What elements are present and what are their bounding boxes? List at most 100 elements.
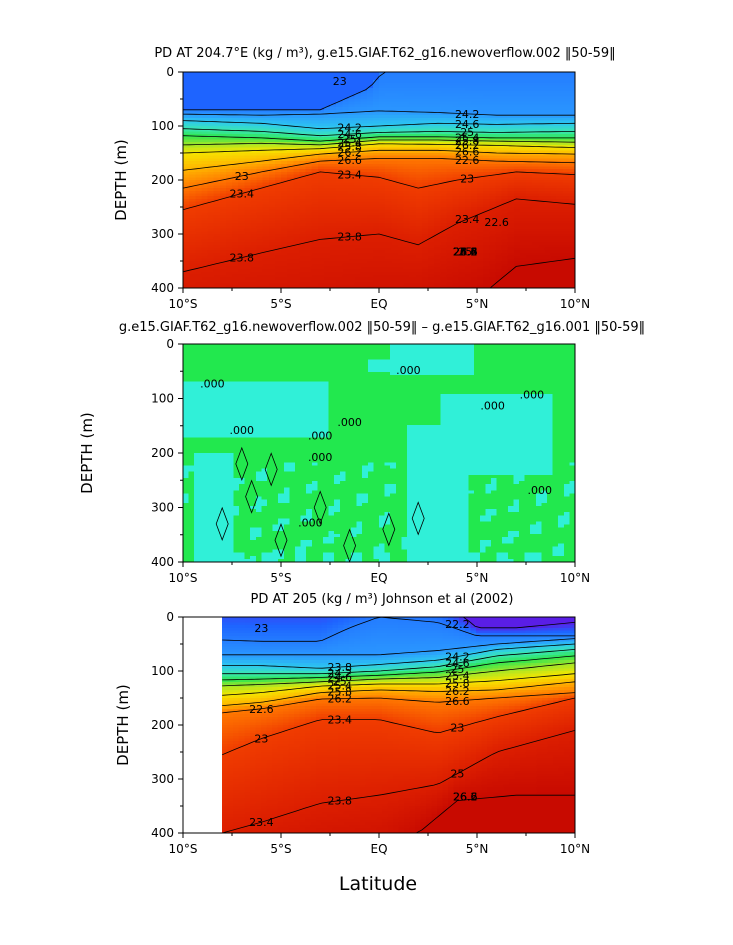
- heatmap-cell: [299, 169, 307, 173]
- heatmap-cell: [219, 166, 227, 170]
- heatmap-cell: [274, 163, 282, 168]
- heatmap-cell: [544, 180, 552, 184]
- heatmap-cell: [274, 115, 282, 119]
- heatmap-cell: [397, 255, 405, 259]
- heatmap-cell: [409, 153, 417, 157]
- heatmap-cell: [513, 217, 521, 222]
- heatmap-cell: [550, 163, 558, 168]
- heatmap-cell: [452, 282, 460, 286]
- heatmap-cell: [232, 217, 239, 222]
- heatmap-cell: [483, 115, 490, 119]
- heatmap-cell: [477, 196, 484, 200]
- heatmap-cell: [317, 85, 325, 89]
- heatmap-cell: [268, 261, 276, 265]
- heatmap-cell: [428, 112, 435, 116]
- heatmap-cell: [385, 117, 392, 122]
- heatmap-cell: [440, 166, 447, 170]
- heatmap-cell: [483, 236, 490, 240]
- heatmap-cell: [244, 285, 251, 289]
- heatmap-cell: [483, 239, 490, 243]
- heatmap-cell: [415, 90, 423, 95]
- heatmap-cell: [409, 93, 417, 97]
- heatmap-cell: [311, 263, 319, 267]
- heatmap-cell: [201, 139, 209, 143]
- heatmap-cell: [415, 236, 423, 240]
- heatmap-cell: [256, 258, 264, 262]
- heatmap-cell: [526, 112, 533, 116]
- heatmap-cell: [299, 244, 307, 249]
- heatmap-cell: [513, 209, 521, 213]
- heatmap-cell: [409, 131, 417, 135]
- heatmap-cell: [213, 242, 221, 246]
- heatmap-cell: [470, 115, 478, 119]
- heatmap-cell: [409, 234, 417, 238]
- heatmap-cell: [225, 126, 233, 130]
- heatmap-cell: [213, 185, 221, 189]
- heatmap-cell: [207, 169, 215, 173]
- heatmap-cell: [348, 242, 356, 246]
- heatmap-cell: [250, 180, 258, 184]
- heatmap-cell: [195, 158, 202, 162]
- heatmap-cell: [232, 166, 239, 170]
- heatmap-cell: [256, 128, 264, 132]
- heatmap-cell: [256, 85, 264, 89]
- heatmap-cell: [244, 139, 251, 143]
- heatmap-cell: [434, 136, 441, 141]
- heatmap-cell: [183, 107, 190, 111]
- heatmap-cell: [409, 193, 417, 197]
- heatmap-cell: [287, 182, 294, 186]
- heatmap-cell: [256, 139, 264, 143]
- heatmap-cell: [323, 182, 331, 186]
- heatmap-cell: [538, 150, 545, 154]
- heatmap-cell: [183, 169, 190, 173]
- heatmap-cell: [538, 185, 545, 189]
- heatmap-cell: [409, 279, 417, 284]
- heatmap-cell: [513, 274, 521, 278]
- heatmap-cell: [244, 234, 251, 238]
- heatmap-cell: [458, 158, 466, 162]
- heatmap-cell: [446, 223, 454, 227]
- heatmap-cell: [532, 136, 539, 141]
- heatmap-cell: [287, 271, 294, 276]
- heatmap-cell: [262, 180, 270, 184]
- heatmap-cell: [538, 250, 545, 254]
- heatmap-cell: [532, 277, 539, 281]
- heatmap-cell: [287, 74, 294, 78]
- heatmap-cell: [562, 117, 570, 122]
- heatmap-cell: [238, 90, 245, 95]
- heatmap-cell: [305, 250, 313, 254]
- heatmap-cell: [225, 263, 233, 267]
- heatmap-cell: [256, 236, 264, 240]
- heatmap-cell: [538, 266, 545, 270]
- heatmap-cell: [507, 101, 515, 105]
- heatmap-cell: [550, 109, 558, 114]
- heatmap-cell: [293, 120, 300, 124]
- heatmap-cell: [550, 198, 558, 203]
- heatmap-cell: [550, 201, 558, 205]
- heatmap-cell: [201, 174, 209, 178]
- heatmap-cell: [323, 85, 331, 89]
- heatmap-cell: [526, 109, 533, 114]
- heatmap-cell: [311, 90, 319, 95]
- heatmap-cell: [311, 261, 319, 265]
- heatmap-cell: [250, 93, 258, 97]
- heatmap-cell: [201, 104, 209, 108]
- heatmap-cell: [452, 279, 460, 284]
- heatmap-cell: [526, 88, 533, 92]
- heatmap-cell: [501, 271, 509, 276]
- heatmap-cell: [421, 204, 429, 208]
- heatmap-cell: [268, 185, 276, 189]
- heatmap-cell: [250, 193, 258, 197]
- heatmap-cell: [311, 236, 319, 240]
- heatmap-cell: [409, 85, 417, 89]
- heatmap-cell: [317, 115, 325, 119]
- heatmap-cell: [434, 236, 441, 240]
- heatmap-cell: [440, 169, 447, 173]
- heatmap-cell: [366, 158, 374, 162]
- heatmap-cell: [317, 142, 325, 146]
- heatmap-cell: [372, 171, 380, 176]
- heatmap-cell: [195, 234, 202, 238]
- heatmap-cell: [477, 169, 484, 173]
- heatmap-cell: [519, 163, 527, 168]
- heatmap-cell: [544, 201, 552, 205]
